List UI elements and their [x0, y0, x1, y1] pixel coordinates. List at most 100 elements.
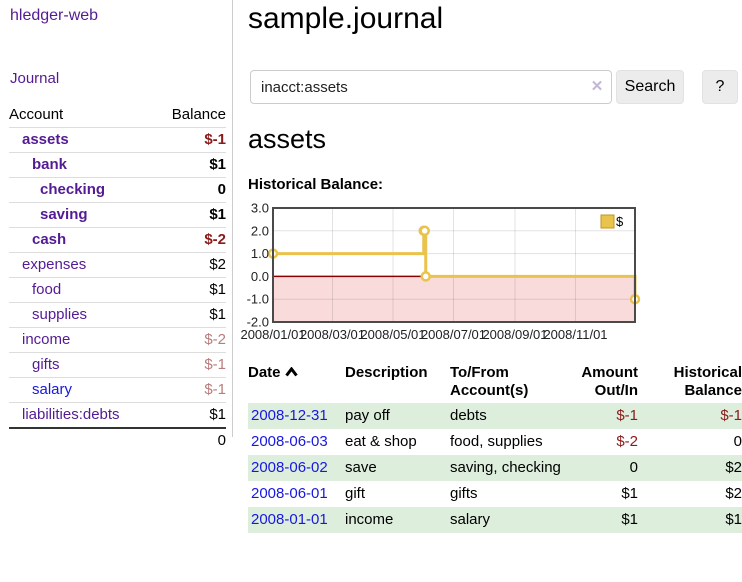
register-col-balance: Historical Balance — [673, 364, 742, 399]
account-row: supplies $1 — [9, 302, 226, 328]
account-title: assets — [248, 124, 327, 154]
svg-text:2.0: 2.0 — [251, 223, 269, 238]
accounts-table: Account Balance assets $-1 bank $1 check… — [9, 103, 226, 453]
transaction-description: eat & shop — [345, 433, 417, 450]
account-link-cash[interactable]: cash — [32, 231, 67, 248]
transaction-accounts: saving, checking — [450, 455, 566, 481]
sort-ascending-icon — [284, 364, 298, 382]
transaction-accounts: debts — [450, 403, 566, 429]
register-col-amount: Amount Out/In — [581, 364, 638, 399]
account-row: food $1 — [9, 277, 226, 303]
transaction-balance: $2 — [725, 485, 742, 502]
app-brand-link[interactable]: hledger-web — [10, 7, 99, 24]
account-link-saving[interactable]: saving — [40, 206, 88, 223]
register-col-date[interactable]: Date — [248, 362, 345, 403]
svg-text:2008/01/01: 2008/01/01 — [240, 327, 305, 342]
register-row: 2008-06-01 gift gifts $1 $2 — [248, 481, 742, 507]
account-link-expenses[interactable]: expenses — [22, 256, 87, 273]
transaction-balance: 0 — [733, 433, 742, 450]
transaction-balance: $1 — [638, 507, 742, 533]
account-balance: $-1 — [154, 352, 226, 378]
account-row: assets $-1 — [9, 127, 226, 153]
accounts-col-account: Account — [9, 103, 155, 128]
register-row: 2008-01-01 income salary $1 $1 — [248, 507, 742, 533]
account-row: saving $1 — [9, 202, 226, 228]
account-link-gifts[interactable]: gifts — [32, 356, 60, 373]
transaction-amount: $1 — [566, 507, 638, 533]
register-row: 2008-06-03 eat & shop food, supplies $-2… — [248, 429, 742, 455]
account-balance: $1 — [154, 202, 226, 228]
register-col-description: Description — [345, 364, 428, 381]
register-header-row: Date Description To/From Account(s) Amou… — [248, 362, 742, 403]
svg-text:0.0: 0.0 — [251, 269, 269, 284]
account-row: checking 0 — [9, 177, 226, 203]
account-balance: $2 — [154, 252, 226, 278]
transaction-balance: $2 — [638, 455, 742, 481]
transaction-amount: $-1 — [566, 403, 638, 429]
transaction-accounts: salary — [450, 507, 566, 533]
transaction-date-link[interactable]: 2008-12-31 — [251, 407, 328, 424]
svg-text:2008/05/01: 2008/05/01 — [360, 327, 425, 342]
account-link-supplies[interactable]: supplies — [32, 306, 88, 323]
accounts-total-row: 0 — [9, 427, 226, 453]
account-row: gifts $-1 — [9, 352, 226, 378]
accounts-col-balance: Balance — [154, 103, 226, 128]
svg-text:-1.0: -1.0 — [247, 292, 269, 307]
transaction-description: income — [345, 507, 450, 533]
account-balance: $-1 — [154, 127, 226, 153]
transaction-date-link[interactable]: 2008-06-03 — [251, 433, 328, 450]
clear-search-icon[interactable]: ✕ — [590, 78, 604, 95]
search-button[interactable]: Search — [616, 70, 684, 104]
transaction-amount: $-2 — [616, 433, 638, 450]
register-row: 2008-06-02 save saving, checking 0 $2 — [248, 455, 742, 481]
register-row: 2008-12-31 pay off debts $-1 $-1 — [248, 403, 742, 429]
svg-text:2008/03/01: 2008/03/01 — [300, 327, 365, 342]
transaction-date-link[interactable]: 2008-06-01 — [251, 485, 328, 502]
transaction-description: gift — [345, 485, 366, 502]
account-balance: $1 — [154, 277, 226, 303]
account-link-bank[interactable]: bank — [32, 156, 68, 173]
transaction-balance: $-1 — [638, 403, 742, 429]
transaction-accounts: food, supplies — [450, 433, 543, 450]
sidebar-item-journal[interactable]: Journal — [10, 70, 60, 87]
account-link-food[interactable]: food — [32, 281, 62, 298]
transaction-date-link[interactable]: 2008-06-02 — [251, 459, 328, 476]
help-button[interactable]: ? — [702, 70, 738, 104]
search-input[interactable] — [250, 70, 612, 104]
transaction-description: save — [345, 455, 450, 481]
account-link-checking[interactable]: checking — [40, 181, 106, 198]
svg-text:2008/07/01: 2008/07/01 — [421, 327, 486, 342]
svg-text:$: $ — [616, 214, 624, 229]
page-title: sample.journal — [248, 2, 444, 35]
account-link-liabilities-debts[interactable]: liabilities:debts — [22, 406, 120, 423]
account-row: expenses $2 — [9, 252, 226, 278]
account-balance: $1 — [154, 152, 226, 178]
account-row: salary $-1 — [9, 377, 226, 403]
account-balance: $1 — [154, 402, 226, 429]
sidebar: hledger-web Journal Account Balance asse… — [0, 0, 233, 453]
svg-text:-2.0: -2.0 — [247, 315, 269, 330]
transaction-amount: $1 — [621, 485, 638, 502]
svg-text:3.0: 3.0 — [251, 201, 269, 216]
account-balance: $-1 — [154, 377, 226, 403]
transaction-date-link[interactable]: 2008-01-01 — [251, 511, 328, 528]
account-balance: $1 — [154, 302, 226, 328]
transaction-accounts: gifts — [450, 485, 478, 502]
accounts-total-value: 0 — [154, 427, 226, 453]
account-link-income[interactable]: income — [22, 331, 71, 348]
account-link-assets[interactable]: assets — [22, 131, 69, 148]
account-link-salary[interactable]: salary — [32, 381, 73, 398]
balance-chart: $3.0 2.0 1.0 0.0 -1.0 -2.0 2008/01/01 2008/03/0… — [240, 201, 742, 347]
account-row: cash $-2 — [9, 227, 226, 253]
transaction-amount: 0 — [566, 455, 638, 481]
transaction-description: pay off — [345, 403, 450, 429]
account-balance: $-2 — [154, 327, 226, 353]
chart-section-label: Historical Balance: — [248, 176, 384, 193]
account-row: liabilities:debts $1 — [9, 402, 226, 429]
svg-text:2008/09/01: 2008/09/01 — [482, 327, 547, 342]
account-row: bank $1 — [9, 152, 226, 178]
account-balance: 0 — [154, 177, 226, 203]
register-col-account: To/From Account(s) — [450, 364, 529, 399]
svg-text:1.0: 1.0 — [251, 246, 269, 261]
register-table: Date Description To/From Account(s) Amou… — [248, 362, 742, 533]
